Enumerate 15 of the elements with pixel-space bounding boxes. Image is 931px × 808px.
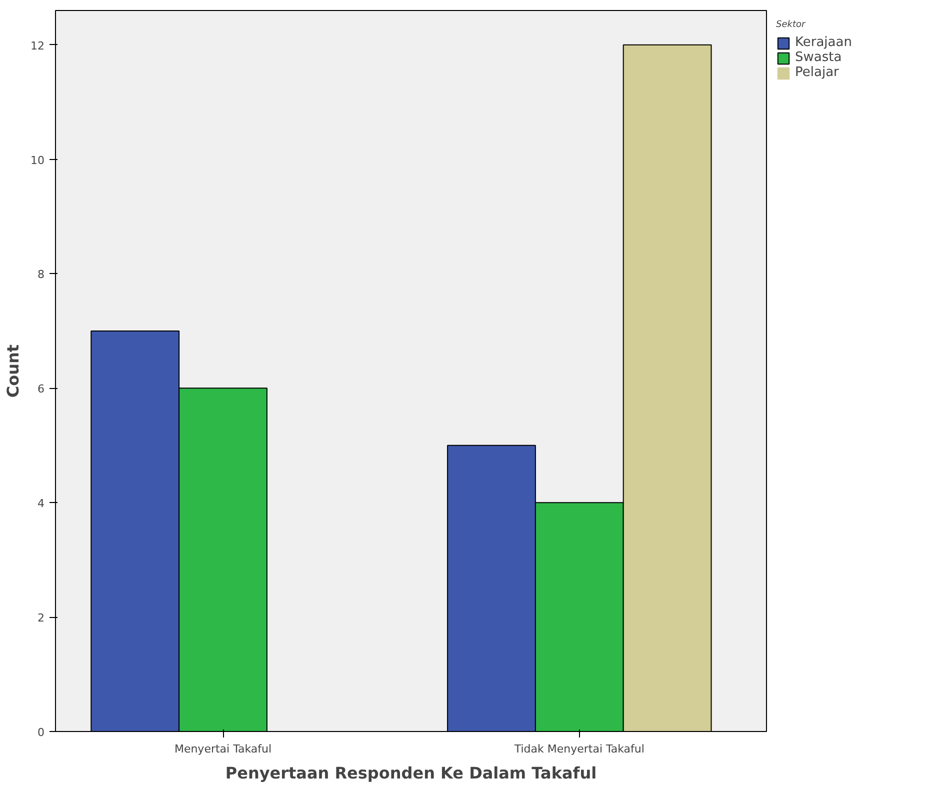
x-tick-label: Menyertai Takaful (174, 742, 272, 756)
legend-label: Swasta (795, 50, 842, 65)
x-tick-label: Tidak Menyertai Takaful (513, 742, 644, 756)
y-tick-label: 0 (38, 726, 44, 739)
y-axis-title: Count (4, 344, 23, 398)
y-tick-label: 8 (38, 268, 44, 282)
y-tick-label: 6 (38, 382, 44, 396)
y-tick-label: 2 (38, 612, 44, 625)
y-tick-label: 10 (30, 154, 45, 167)
x-axis-title: Penyertaan Responden Ke Dalam Takaful (225, 764, 597, 782)
legend-label: Pelajar (795, 65, 839, 80)
legend-label: Kerajaan (795, 35, 852, 50)
y-tick-label: 4 (38, 497, 44, 510)
legend-title: Sektor (776, 20, 807, 30)
y-tick-label: 12 (30, 39, 45, 52)
